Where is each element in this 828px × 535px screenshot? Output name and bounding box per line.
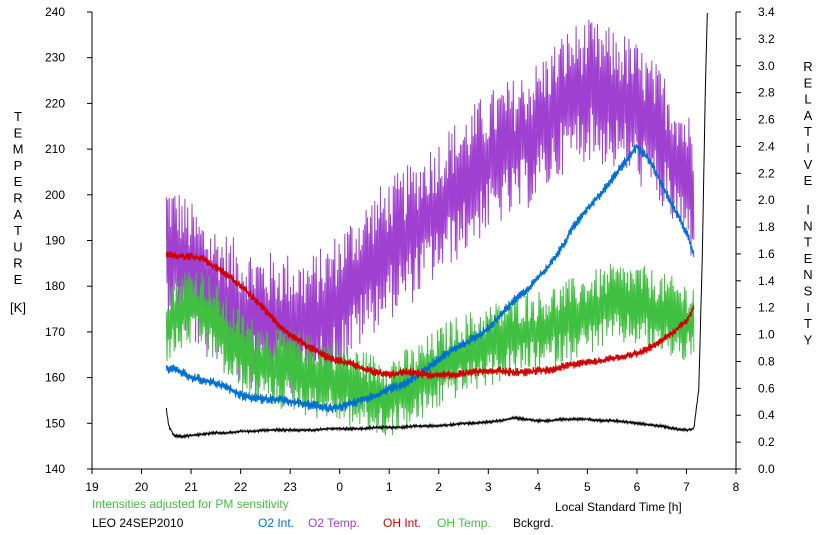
left-label-letter: P	[14, 158, 23, 173]
x-tick-label: 6	[634, 480, 641, 494]
right-label-letter: N	[803, 218, 812, 233]
x-axis-label: Local Standard Time [h]	[555, 500, 682, 514]
right-label-letter: V	[804, 157, 813, 172]
right-tick-label: 3.4	[758, 5, 775, 19]
x-tick-label: 5	[584, 480, 591, 494]
left-label-letter: T	[14, 109, 22, 124]
x-tick-label: 22	[234, 480, 248, 494]
right-tick-label: 1.8	[758, 220, 775, 234]
left-tick-label: 150	[45, 416, 65, 430]
left-tick-label: 220	[45, 96, 65, 110]
x-tick-label: 1	[386, 480, 393, 494]
right-tick-label: 3.0	[758, 59, 775, 73]
right-tick-label: 1.0	[758, 328, 775, 342]
x-tick-label: 20	[135, 480, 149, 494]
left-label-letter: R	[13, 191, 22, 206]
right-tick-label: 2.2	[758, 166, 775, 180]
x-tick-label: 4	[535, 480, 542, 494]
right-label-letter: R	[803, 59, 812, 74]
right-label-letter: I	[806, 202, 810, 217]
x-tick-label: 23	[283, 480, 297, 494]
series-line-o2-int	[165, 143, 695, 414]
right-tick-label: 0.4	[758, 408, 775, 422]
left-label-letter: E	[14, 272, 23, 287]
left-label-letter: M	[13, 142, 24, 157]
right-label-letter: E	[804, 75, 813, 90]
right-label-letter: I	[806, 141, 810, 156]
left-label-letter: R	[13, 256, 22, 271]
right-label-letter: N	[803, 267, 812, 282]
right-tick-label: 2.4	[758, 139, 775, 153]
right-label-letter: Y	[804, 332, 813, 347]
right-tick-label: 2.8	[758, 86, 775, 100]
left-tick-label: 190	[45, 234, 65, 248]
legend-oh-int: OH Int.	[383, 516, 421, 530]
left-tick-label: 160	[45, 371, 65, 385]
right-label-letter: T	[804, 316, 812, 331]
left-tick-label: 240	[45, 5, 65, 19]
series-layer	[165, 12, 708, 440]
left-tick-label: 170	[45, 325, 65, 339]
left-tick-label: 140	[45, 462, 65, 476]
right-tick-label: 2.6	[758, 113, 775, 127]
left-tick-label: 200	[45, 188, 65, 202]
right-tick-label: 2.0	[758, 193, 775, 207]
left-label-letter: T	[14, 223, 22, 238]
right-label-letter: S	[804, 284, 813, 299]
x-tick-label: 8	[733, 480, 740, 494]
right-tick-label: 0.8	[758, 354, 775, 368]
series-line-oh-int	[165, 251, 695, 380]
legend-oh-temp: OH Temp.	[437, 516, 491, 530]
legend-o2-int: O2 Int.	[258, 516, 294, 530]
right-label-letter: T	[804, 124, 812, 139]
right-label-letter: L	[804, 92, 811, 107]
left-tick-label: 230	[45, 51, 65, 65]
right-label-letter: E	[804, 251, 813, 266]
left-tick-label: 180	[45, 279, 65, 293]
left-label-letter: A	[14, 207, 23, 222]
right-tick-label: 1.6	[758, 247, 775, 261]
left-label-letter: E	[14, 125, 23, 140]
x-tick-label: 0	[336, 480, 343, 494]
x-tick-label: 2	[435, 480, 442, 494]
right-tick-label: 1.2	[758, 301, 775, 315]
x-tick-label: 7	[683, 480, 690, 494]
right-tick-label: 0.2	[758, 435, 775, 449]
right-ticks: 0.0 0.2 0.4 0.6 0.8 1.0 1.2 1.4 1.6 1.8 2.0 2.2 2.4 2…	[736, 5, 775, 476]
right-tick-label: 1.4	[758, 274, 775, 288]
legend-bckgrd: Bckgrd.	[513, 516, 554, 530]
x-tick-label: 21	[184, 480, 198, 494]
left-label-letter: E	[14, 174, 23, 189]
series-line-o2-temp	[165, 19, 695, 395]
left-ticks: 140 150 160 170 180 190 200 210 220 230 240	[45, 5, 92, 476]
right-label-letter: E	[804, 173, 813, 188]
left-axis-unit: [K]	[10, 300, 26, 315]
right-label-letter: A	[804, 108, 813, 123]
right-label-letter: I	[806, 300, 810, 315]
pm-sensitivity-note: Intensities adjusted for PM sensitivity	[92, 497, 289, 511]
x-tick-label: 19	[85, 480, 99, 494]
left-label-letter: U	[13, 239, 22, 254]
legend-o2-temp: O2 Temp.	[308, 516, 360, 530]
site-date-label: LEO 24SEP2010	[92, 516, 184, 530]
left-tick-label: 210	[45, 142, 65, 156]
x-tick-label: 3	[485, 480, 492, 494]
x-ticks: 19 20 21 22 23 0 1 2 3 4 5 6 7 8	[85, 469, 740, 494]
series-line-bckgrd	[165, 12, 708, 440]
right-tick-label: 0.0	[758, 462, 775, 476]
right-label-letter: T	[804, 235, 812, 250]
right-tick-label: 0.6	[758, 381, 775, 395]
right-tick-label: 3.2	[758, 32, 775, 46]
